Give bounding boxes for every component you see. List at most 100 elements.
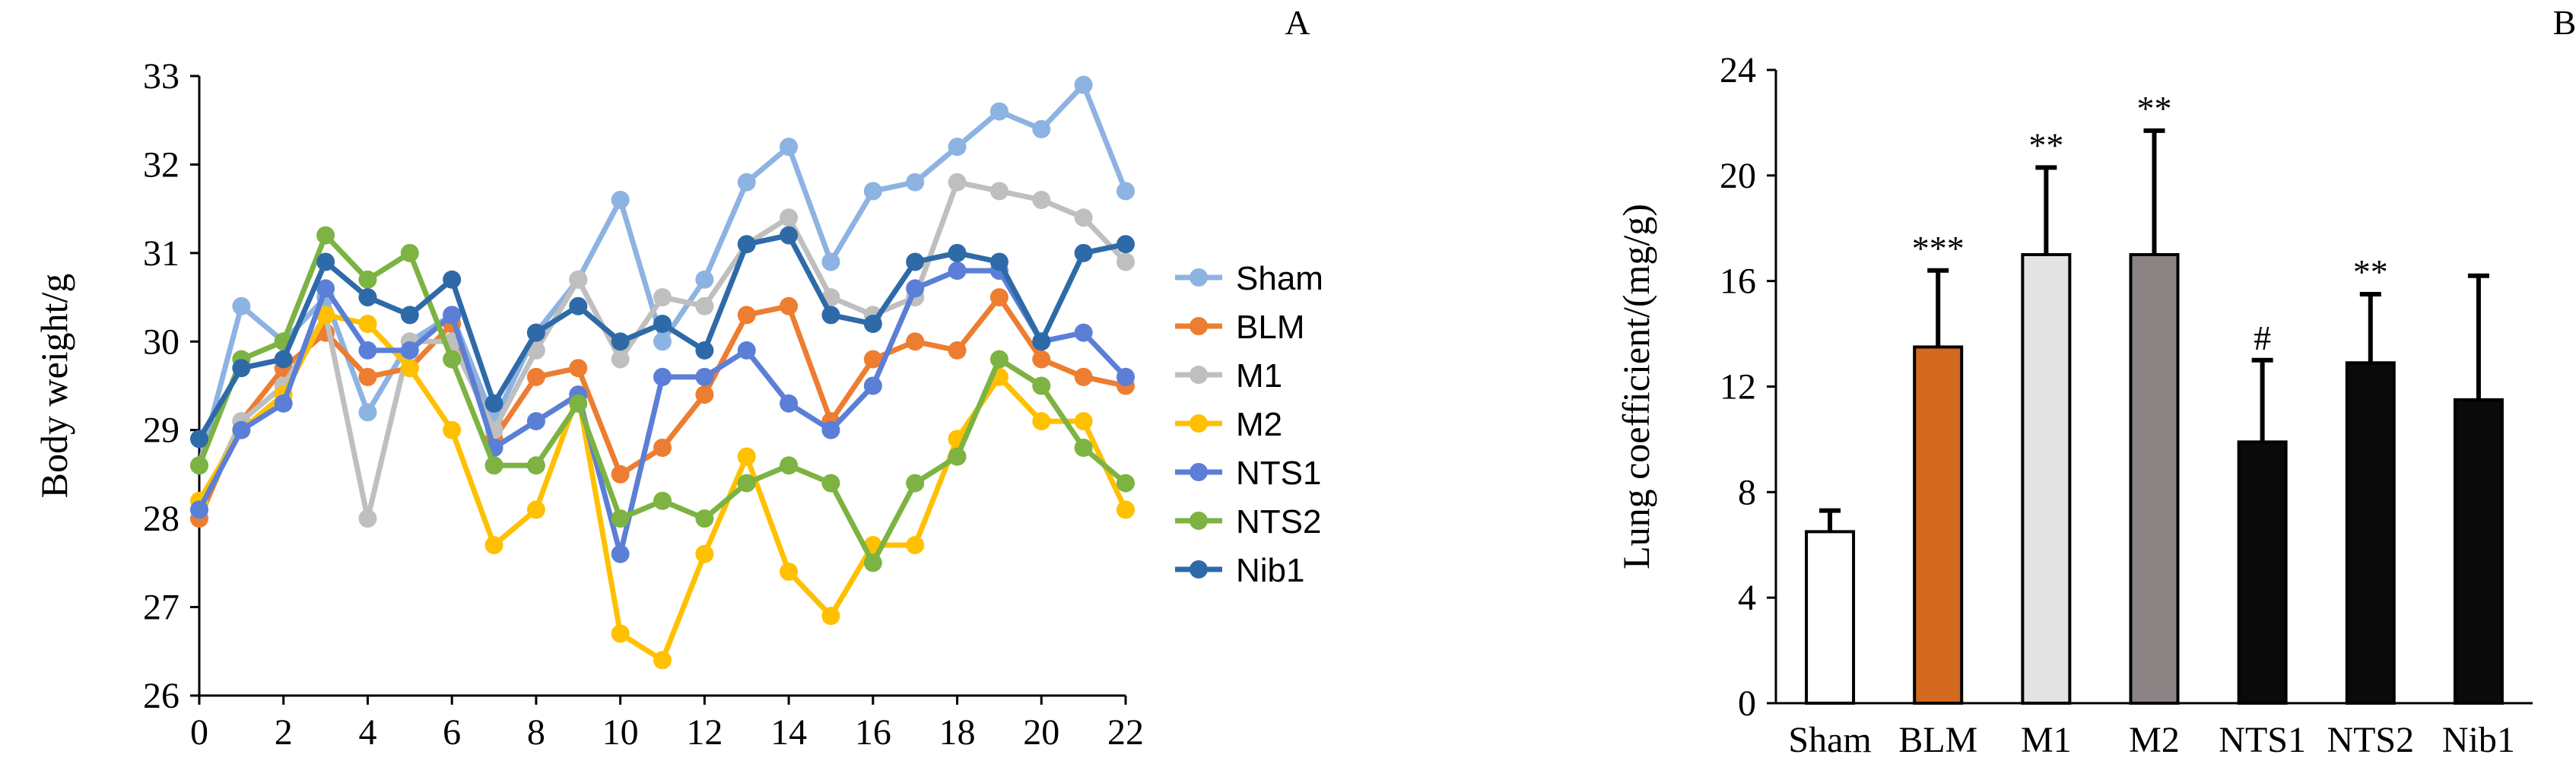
y-tick-label: 32 [143, 144, 179, 185]
data-point-m1 [695, 296, 714, 315]
data-point-nts2 [611, 509, 630, 528]
data-point-nts1 [948, 262, 967, 281]
data-point-nts1 [274, 394, 293, 413]
y-tick-label: 26 [143, 676, 179, 716]
data-point-m2 [484, 536, 503, 555]
legend-marker-nib1 [1190, 560, 1208, 579]
data-point-nib1 [484, 394, 503, 413]
legend-marker-nts1 [1190, 463, 1208, 481]
data-point-nts1 [316, 279, 335, 298]
data-point-nts1 [1074, 323, 1093, 342]
legend-marker-nts2 [1190, 512, 1208, 530]
x-tick-label-sham: Sham [1788, 720, 1871, 760]
data-point-nib1 [316, 252, 335, 271]
bar-m2 [2129, 252, 2180, 705]
y-tick-label: 27 [143, 588, 179, 628]
data-point-blm [526, 367, 545, 386]
data-point-sham [906, 173, 925, 192]
legend-marker-m2 [1190, 414, 1208, 433]
data-point-blm [863, 350, 882, 369]
y-tick-label: 28 [143, 499, 179, 539]
x-tick-label: 6 [443, 712, 461, 753]
bar-nib1 [2453, 398, 2504, 705]
data-point-sham [232, 296, 251, 315]
legend-marker-m1 [1190, 366, 1208, 384]
data-point-sham [1032, 119, 1051, 138]
data-point-nts2 [526, 456, 545, 475]
data-point-nts1 [190, 500, 208, 519]
x-tick-label: 4 [358, 712, 376, 753]
bar-nts1 [2237, 440, 2288, 705]
panel-b-bar-chart: B 0 4 8 12 16 20 24 Lung coefficient/(mg/g) Sham B… [1615, 3, 2576, 760]
data-point-sham [780, 138, 799, 157]
data-point-nib1 [358, 288, 377, 307]
y-axis-title: Body weight/g [33, 274, 75, 499]
data-point-nts2 [821, 474, 840, 493]
data-point-m2 [906, 536, 925, 555]
data-point-nts2 [316, 226, 335, 245]
data-point-nib1 [695, 341, 714, 360]
y-tick-label: 4 [1738, 578, 1756, 618]
significance-label-nts2: ** [2353, 252, 2388, 291]
y-tick-label: 24 [1720, 50, 1756, 90]
data-point-blm [1032, 350, 1051, 369]
legend-label-sham: Sham [1236, 260, 1323, 297]
data-point-m2 [1074, 412, 1093, 431]
data-point-nts1 [737, 341, 756, 360]
data-point-nts1 [780, 394, 799, 413]
x-tick-label: 14 [770, 712, 807, 753]
data-point-m2 [443, 420, 462, 439]
data-point-nts2 [780, 456, 799, 475]
data-point-nts2 [1074, 439, 1093, 457]
data-point-nts2 [737, 474, 756, 493]
data-point-nib1 [190, 430, 208, 449]
significance-label-nts1: # [2254, 319, 2271, 357]
data-point-m2 [737, 447, 756, 466]
data-point-blm [569, 359, 588, 378]
data-point-m2 [695, 544, 714, 563]
data-point-m1 [358, 509, 377, 528]
data-point-nts2 [358, 270, 377, 289]
data-point-blm [653, 439, 672, 457]
data-point-sham [989, 102, 1008, 121]
y-tick-label: 33 [143, 56, 179, 97]
data-point-nib1 [569, 296, 588, 315]
data-point-blm [358, 367, 377, 386]
panel-label-b: B [2553, 3, 2576, 42]
data-point-nts2 [400, 243, 419, 262]
legend-label-nts1: NTS1 [1236, 455, 1321, 492]
data-point-blm [737, 306, 756, 325]
data-point-nts2 [190, 456, 208, 475]
x-tick-label: 20 [1023, 712, 1059, 753]
legend-label-nib1: Nib1 [1236, 552, 1305, 589]
data-point-m2 [358, 315, 377, 333]
y-tick-label: 8 [1738, 472, 1756, 512]
data-point-nib1 [906, 252, 925, 271]
data-point-nts1 [906, 279, 925, 298]
data-point-sham [611, 191, 630, 209]
data-point-nib1 [737, 235, 756, 254]
significance-label-blm: *** [1912, 229, 1965, 268]
panel-a-line-chart: A 26 27 28 29 30 31 32 33 0 2 4 6 8 10 12 14 16 18 20 22 Body… [33, 3, 1323, 753]
data-point-nts2 [906, 474, 925, 493]
data-point-nts1 [695, 367, 714, 386]
legend-marker-blm [1190, 317, 1208, 335]
data-point-m1 [1032, 191, 1051, 209]
data-point-nib1 [821, 306, 840, 325]
data-point-nts1 [526, 412, 545, 431]
data-point-m2 [821, 607, 840, 626]
x-tick-label-m1: M1 [2021, 720, 2072, 760]
x-tick-label: 16 [855, 712, 891, 753]
data-point-sham [863, 182, 882, 201]
data-point-nts1 [358, 341, 377, 360]
data-point-nts1 [821, 420, 840, 439]
data-point-blm [695, 385, 714, 404]
data-point-nib1 [780, 226, 799, 245]
y-tick-label: 0 [1738, 683, 1756, 724]
data-point-nib1 [989, 252, 1008, 271]
data-point-sham [653, 332, 672, 351]
data-point-nib1 [863, 315, 882, 333]
data-point-nts2 [863, 553, 882, 572]
data-point-blm [780, 296, 799, 315]
x-tick-label: 0 [190, 712, 208, 753]
